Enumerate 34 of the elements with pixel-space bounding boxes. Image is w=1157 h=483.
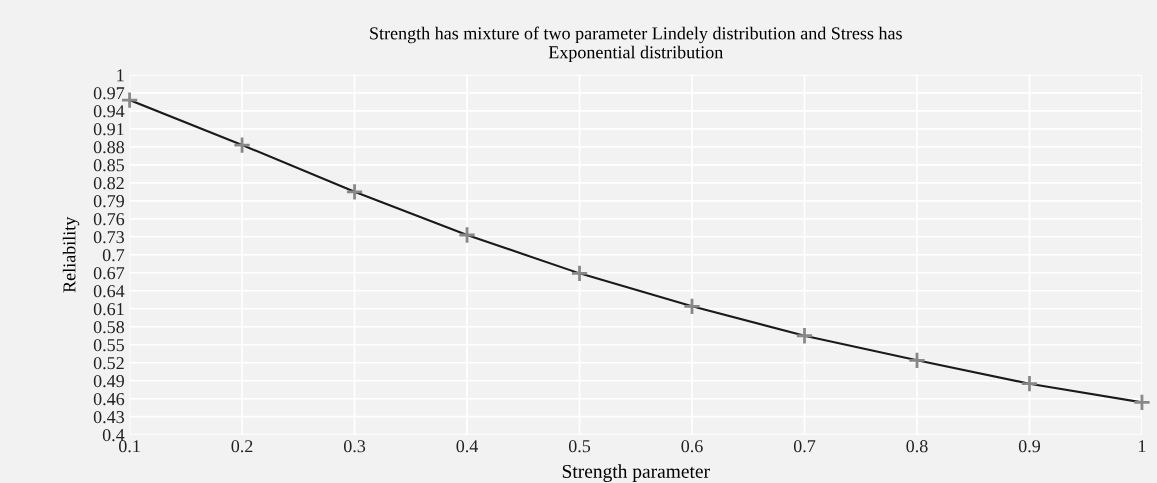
y-tick-label: 0.91 bbox=[93, 123, 124, 136]
x-tick-label: 0.1 bbox=[118, 440, 140, 453]
y-tick-label: 0.88 bbox=[93, 141, 125, 154]
y-tick-label: 1 bbox=[117, 69, 124, 82]
chart-title: Strength has mixture of two parameter Lindely distribution and Stress has Exponential distribution bbox=[370, 26, 902, 63]
y-tick-label: 0.61 bbox=[93, 303, 124, 316]
y-tick-label: 0.7 bbox=[102, 249, 125, 262]
y-tick-label: 0.4 bbox=[102, 428, 125, 442]
x-tick-label: 0.5 bbox=[568, 440, 591, 453]
y-tick-label: 0.55 bbox=[93, 339, 125, 352]
y-tick-label: 0.43 bbox=[93, 410, 125, 424]
x-tick-label: 0.6 bbox=[681, 440, 703, 453]
x-axis-title: Strength parameter bbox=[562, 464, 710, 482]
x-tick-label: 1 bbox=[1139, 440, 1146, 453]
y-tick-label: 0.94 bbox=[93, 105, 125, 118]
y-tick-label: 0.58 bbox=[93, 321, 125, 334]
y-tick-label: 0.46 bbox=[93, 392, 125, 406]
x-tick-label: 0.3 bbox=[343, 440, 366, 453]
x-tick-label: 0.9 bbox=[1018, 440, 1041, 453]
y-tick-label: 0.97 bbox=[93, 87, 125, 100]
y-tick-label: 0.82 bbox=[93, 177, 124, 190]
y-tick-label: 0.79 bbox=[93, 195, 124, 208]
y-tick-label: 0.64 bbox=[93, 285, 125, 298]
x-tick-label: 0.8 bbox=[906, 440, 928, 453]
y-tick-label: 0.52 bbox=[93, 356, 124, 370]
y-tick-label: 0.73 bbox=[93, 231, 125, 244]
x-tick-label: 0.4 bbox=[456, 440, 479, 453]
y-tick-label: 0.85 bbox=[93, 159, 125, 172]
y-tick-label: 0.67 bbox=[93, 267, 125, 280]
x-tick-label: 0.2 bbox=[231, 440, 253, 453]
y-tick-label: 0.49 bbox=[93, 374, 124, 388]
y-axis-title: Reliability bbox=[62, 216, 80, 293]
x-tick-label: 0.7 bbox=[793, 440, 816, 453]
y-tick-label: 0.76 bbox=[93, 213, 125, 226]
